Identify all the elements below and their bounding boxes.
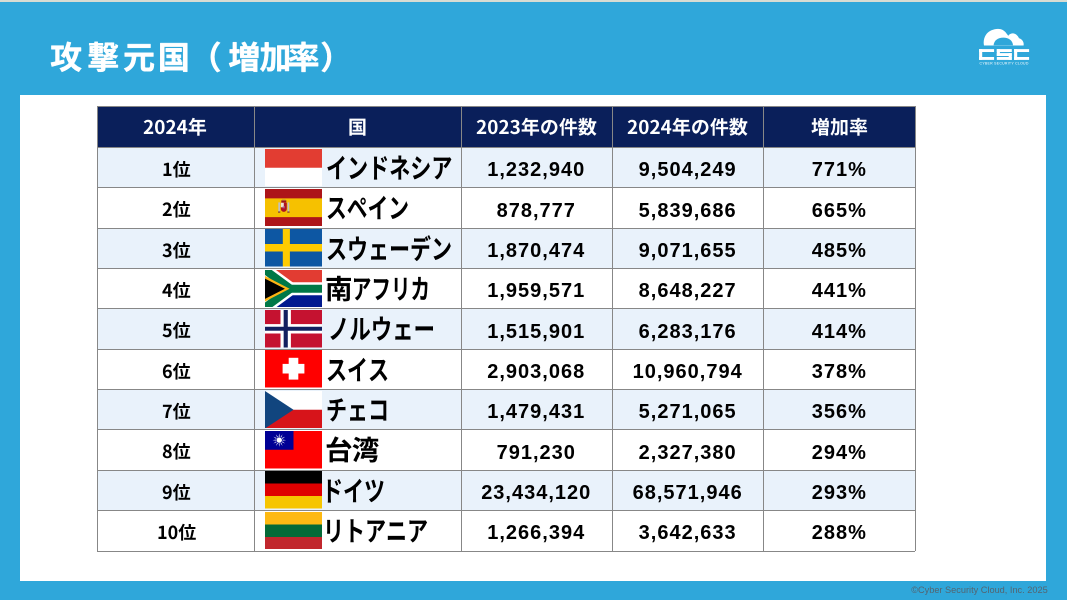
- svg-text:CYBER SECURITY CLOUD: CYBER SECURITY CLOUD: [980, 61, 1029, 65]
